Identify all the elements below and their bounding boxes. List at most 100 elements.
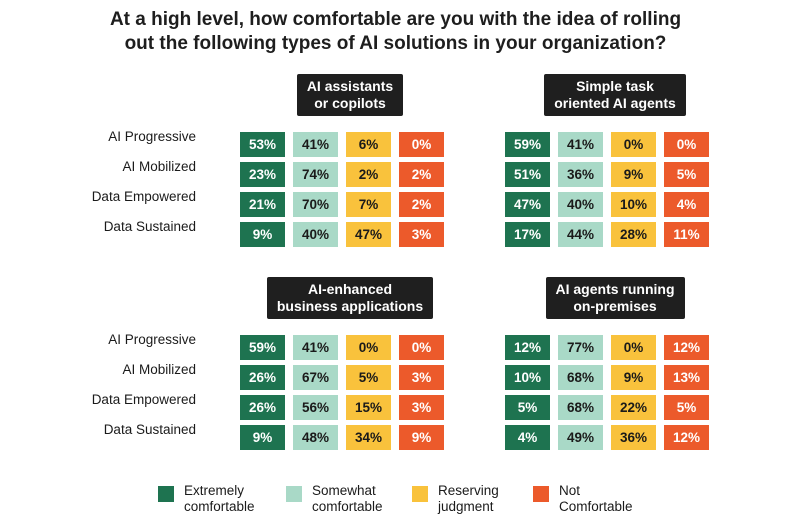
value-cell: 4% xyxy=(505,425,550,450)
legend-label-line: comfortable xyxy=(184,499,255,514)
value-cell: 74% xyxy=(293,162,338,187)
legend-swatch xyxy=(158,486,174,502)
legend-label: Reserving judgment xyxy=(438,483,499,515)
value-cell: 26% xyxy=(240,395,285,420)
legend-swatch xyxy=(533,486,549,502)
panel-title-line: AI-enhanced xyxy=(307,281,392,297)
value-cell: 9% xyxy=(399,425,444,450)
table-row: 51% 36% 9% 5% xyxy=(505,162,709,187)
value-cell: 2% xyxy=(399,192,444,217)
table-row: 17% 44% 28% 11% xyxy=(505,222,709,247)
value-cell: 47% xyxy=(505,192,550,217)
chart-title: At a high level, how comfortable are you… xyxy=(0,8,791,56)
row-label: AI Progressive xyxy=(108,332,196,347)
value-cell: 77% xyxy=(558,335,603,360)
table-row: 59% 41% 0% 0% xyxy=(240,335,444,360)
panel-title-line: Simple task xyxy=(576,78,654,94)
legend-label-line: Reserving xyxy=(438,483,499,498)
table-row: 9% 40% 47% 3% xyxy=(240,222,444,247)
panel-title-line: on-premises xyxy=(573,298,657,314)
legend-label: Not Comfortable xyxy=(559,483,633,515)
value-cell: 56% xyxy=(293,395,338,420)
legend-label-line: Comfortable xyxy=(559,499,633,514)
legend-swatch xyxy=(286,486,302,502)
value-cell: 0% xyxy=(346,335,391,360)
value-cell: 22% xyxy=(611,395,656,420)
value-cell: 4% xyxy=(664,192,709,217)
value-cell: 9% xyxy=(611,365,656,390)
value-cell: 10% xyxy=(611,192,656,217)
table-row: 26% 56% 15% 3% xyxy=(240,395,444,420)
table-row: 9% 48% 34% 9% xyxy=(240,425,444,450)
legend-label-line: Not xyxy=(559,483,581,498)
value-cell: 6% xyxy=(346,132,391,157)
legend-item: Reserving judgment xyxy=(412,483,499,515)
table-row: 21% 70% 7% 2% xyxy=(240,192,444,217)
value-cell: 44% xyxy=(558,222,603,247)
value-cell: 17% xyxy=(505,222,550,247)
value-cell: 67% xyxy=(293,365,338,390)
panel: AI agents running on-premises 12% 77% 0% 12% 1… xyxy=(505,277,725,457)
value-cell: 26% xyxy=(240,365,285,390)
value-cell: 21% xyxy=(240,192,285,217)
value-cell: 59% xyxy=(240,335,285,360)
value-cell: 3% xyxy=(399,365,444,390)
table-row: 26% 67% 5% 3% xyxy=(240,365,444,390)
legend-label-line: comfortable xyxy=(312,499,383,514)
value-cell: 5% xyxy=(664,162,709,187)
legend-label: Somewhat comfortable xyxy=(312,483,383,515)
row-label: Data Sustained xyxy=(103,219,196,234)
value-cell: 36% xyxy=(611,425,656,450)
legend-label-line: Extremely xyxy=(184,483,245,498)
value-cell: 68% xyxy=(558,365,603,390)
value-cell: 12% xyxy=(505,335,550,360)
value-cell: 53% xyxy=(240,132,285,157)
panel-header: AI assistants or copilots xyxy=(240,74,460,116)
table-row: 53% 41% 6% 0% xyxy=(240,132,444,157)
table-row: 4% 49% 36% 12% xyxy=(505,425,709,450)
value-cell: 41% xyxy=(293,132,338,157)
value-cell: 0% xyxy=(399,335,444,360)
value-cell: 13% xyxy=(664,365,709,390)
panel-title: AI agents running on-premises xyxy=(545,277,685,319)
panel-title: AI-enhanced business applications xyxy=(266,277,434,319)
value-cell: 11% xyxy=(664,222,709,247)
value-cell: 34% xyxy=(346,425,391,450)
table-row: 5% 68% 22% 5% xyxy=(505,395,709,420)
value-cell: 2% xyxy=(399,162,444,187)
legend-label-line: judgment xyxy=(438,499,494,514)
value-cell: 10% xyxy=(505,365,550,390)
value-cell: 23% xyxy=(240,162,285,187)
panel: Simple task oriented AI agents 59% 41% 0% 0% 5… xyxy=(505,74,725,254)
table-row: 23% 74% 2% 2% xyxy=(240,162,444,187)
value-cell: 0% xyxy=(611,335,656,360)
value-cell: 40% xyxy=(293,222,338,247)
value-cell: 59% xyxy=(505,132,550,157)
value-cell: 49% xyxy=(558,425,603,450)
table-row: 47% 40% 10% 4% xyxy=(505,192,709,217)
legend-label-line: Somewhat xyxy=(312,483,376,498)
table-row: 10% 68% 9% 13% xyxy=(505,365,709,390)
value-cell: 9% xyxy=(611,162,656,187)
value-cell: 68% xyxy=(558,395,603,420)
value-cell: 51% xyxy=(505,162,550,187)
legend-label: Extremely comfortable xyxy=(184,483,255,515)
value-cell: 40% xyxy=(558,192,603,217)
panel-header: AI agents running on-premises xyxy=(505,277,725,319)
legend-item: Extremely comfortable xyxy=(158,483,255,515)
panel-title-line: AI agents running xyxy=(555,281,675,297)
value-cell: 0% xyxy=(611,132,656,157)
panel: AI-enhanced business applications 59% 41% 0%… xyxy=(240,277,460,457)
value-cell: 5% xyxy=(664,395,709,420)
value-cell: 0% xyxy=(399,132,444,157)
value-cell: 15% xyxy=(346,395,391,420)
value-cell: 9% xyxy=(240,425,285,450)
value-cell: 3% xyxy=(399,222,444,247)
panel-title-line: business applications xyxy=(276,298,424,314)
legend-item: Somewhat comfortable xyxy=(286,483,383,515)
value-cell: 70% xyxy=(293,192,338,217)
row-label: Data Sustained xyxy=(103,422,196,437)
value-cell: 41% xyxy=(558,132,603,157)
value-cell: 9% xyxy=(240,222,285,247)
row-label: Data Empowered xyxy=(91,392,196,407)
